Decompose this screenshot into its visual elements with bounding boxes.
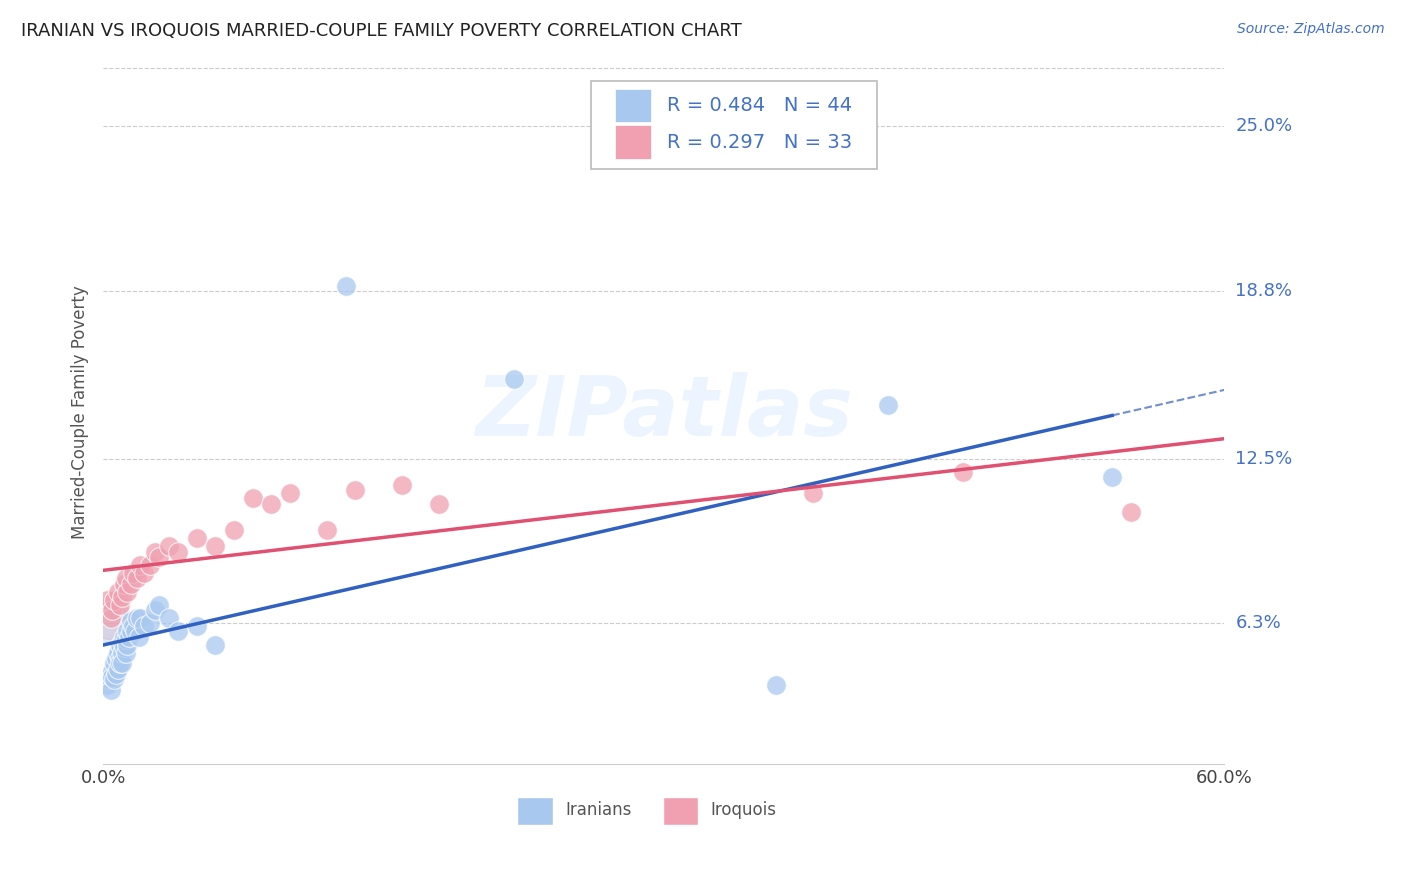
- Point: [204, 638, 226, 652]
- Point: [145, 603, 167, 617]
- Text: R = 0.484   N = 44: R = 0.484 N = 44: [666, 96, 852, 115]
- Point: [107, 584, 129, 599]
- Point: [107, 662, 129, 676]
- Point: [117, 584, 139, 599]
- Point: [134, 566, 156, 580]
- Point: [503, 372, 526, 386]
- Text: Iroquois: Iroquois: [711, 801, 776, 819]
- Point: [344, 483, 367, 498]
- Point: [108, 651, 131, 665]
- Point: [97, 673, 120, 687]
- FancyBboxPatch shape: [517, 797, 553, 825]
- Y-axis label: Married-Couple Family Poverty: Married-Couple Family Poverty: [72, 285, 89, 539]
- Point: [157, 539, 180, 553]
- Point: [139, 558, 162, 572]
- Point: [112, 640, 135, 655]
- Text: R = 0.297   N = 33: R = 0.297 N = 33: [666, 133, 852, 152]
- Point: [120, 576, 142, 591]
- Point: [105, 651, 128, 665]
- Text: IRANIAN VS IROQUOIS MARRIED-COUPLE FAMILY POVERTY CORRELATION CHART: IRANIAN VS IROQUOIS MARRIED-COUPLE FAMIL…: [21, 22, 742, 40]
- Point: [105, 667, 128, 681]
- Point: [145, 544, 167, 558]
- Point: [114, 632, 136, 647]
- Point: [103, 657, 125, 671]
- Point: [242, 491, 264, 506]
- Point: [134, 619, 156, 633]
- FancyBboxPatch shape: [616, 89, 651, 122]
- Point: [877, 398, 900, 412]
- Point: [186, 532, 208, 546]
- Text: 18.8%: 18.8%: [1236, 282, 1292, 300]
- Point: [128, 630, 150, 644]
- Point: [139, 616, 162, 631]
- Point: [108, 598, 131, 612]
- Point: [204, 539, 226, 553]
- Point: [765, 678, 787, 692]
- Point: [120, 624, 142, 639]
- Point: [125, 611, 148, 625]
- Point: [108, 657, 131, 671]
- Point: [429, 497, 451, 511]
- Point: [107, 646, 129, 660]
- Point: [108, 638, 131, 652]
- Point: [1101, 470, 1123, 484]
- Point: [100, 682, 122, 697]
- Point: [167, 624, 190, 639]
- Point: [335, 278, 357, 293]
- Point: [111, 635, 134, 649]
- Point: [112, 576, 135, 591]
- Point: [103, 592, 125, 607]
- Point: [186, 619, 208, 633]
- Text: ZIPatlas: ZIPatlas: [475, 371, 852, 452]
- Point: [103, 673, 125, 687]
- Point: [157, 611, 180, 625]
- Text: 25.0%: 25.0%: [1236, 117, 1292, 135]
- Point: [952, 465, 974, 479]
- Point: [801, 486, 824, 500]
- Point: [278, 486, 301, 500]
- Point: [260, 497, 283, 511]
- Point: [114, 646, 136, 660]
- Point: [97, 611, 120, 625]
- Point: [117, 638, 139, 652]
- Point: [148, 549, 170, 564]
- Point: [100, 611, 122, 625]
- Text: 6.3%: 6.3%: [1236, 615, 1281, 632]
- Point: [316, 524, 339, 538]
- Point: [129, 611, 152, 625]
- Point: [101, 665, 124, 679]
- Point: [96, 592, 118, 607]
- Point: [167, 544, 190, 558]
- Text: Iranians: Iranians: [565, 801, 631, 819]
- Point: [1119, 505, 1142, 519]
- Text: 12.5%: 12.5%: [1236, 450, 1292, 467]
- Point: [129, 558, 152, 572]
- Text: Source: ZipAtlas.com: Source: ZipAtlas.com: [1237, 22, 1385, 37]
- Point: [117, 624, 139, 639]
- FancyBboxPatch shape: [662, 797, 699, 825]
- Point: [96, 678, 118, 692]
- Point: [124, 624, 146, 639]
- Point: [112, 630, 135, 644]
- Point: [122, 566, 145, 580]
- Point: [122, 619, 145, 633]
- Point: [97, 616, 120, 631]
- Point: [118, 630, 141, 644]
- Point: [111, 657, 134, 671]
- FancyBboxPatch shape: [591, 81, 877, 169]
- Point: [125, 571, 148, 585]
- Point: [120, 614, 142, 628]
- FancyBboxPatch shape: [616, 126, 651, 159]
- Point: [148, 598, 170, 612]
- Point: [101, 603, 124, 617]
- Point: [222, 524, 245, 538]
- Point: [111, 646, 134, 660]
- Point: [111, 590, 134, 604]
- Point: [114, 571, 136, 585]
- Point: [391, 478, 413, 492]
- Point: [101, 670, 124, 684]
